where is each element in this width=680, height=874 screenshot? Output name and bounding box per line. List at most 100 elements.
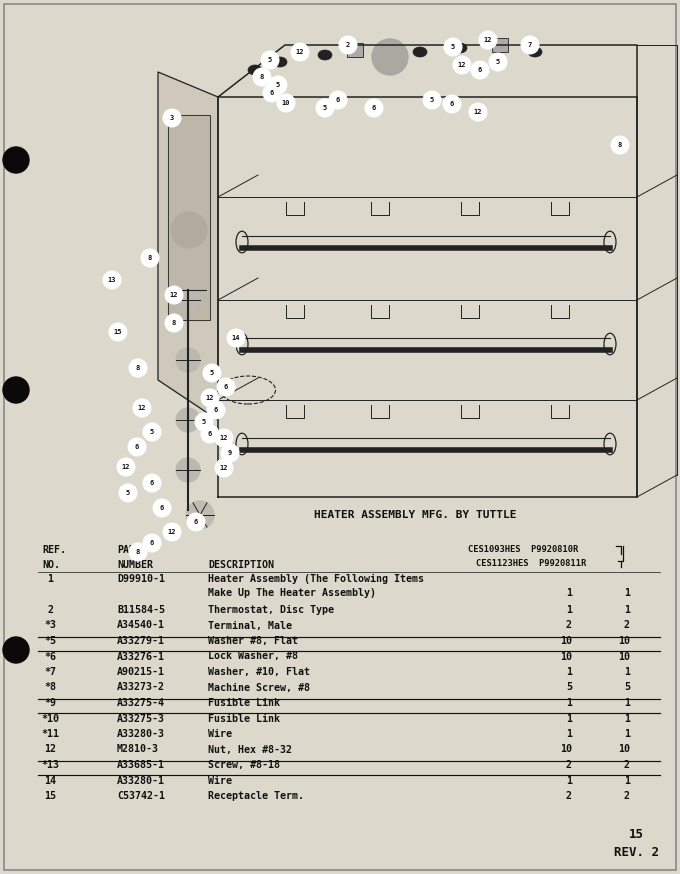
- Text: 12: 12: [122, 464, 131, 470]
- Text: 6: 6: [450, 101, 454, 107]
- Text: 13: 13: [107, 277, 116, 283]
- Circle shape: [489, 53, 507, 71]
- Text: 6: 6: [150, 480, 154, 486]
- Text: 10: 10: [618, 745, 630, 754]
- Text: 1: 1: [566, 605, 572, 615]
- Text: 5: 5: [126, 490, 130, 496]
- Text: 15: 15: [44, 791, 56, 801]
- Text: 10: 10: [560, 651, 572, 662]
- Text: 8: 8: [148, 255, 152, 261]
- Circle shape: [143, 474, 161, 492]
- Circle shape: [176, 458, 200, 482]
- Text: 10: 10: [618, 651, 630, 662]
- Circle shape: [316, 99, 334, 117]
- Text: *10: *10: [41, 713, 59, 724]
- Text: 8: 8: [136, 365, 140, 371]
- Circle shape: [103, 271, 121, 289]
- Circle shape: [165, 314, 183, 332]
- Text: 2: 2: [624, 621, 630, 630]
- Text: 12: 12: [296, 49, 304, 55]
- Text: 12: 12: [483, 37, 492, 43]
- Text: Nut, Hex #8-32: Nut, Hex #8-32: [208, 745, 292, 754]
- Circle shape: [269, 76, 287, 94]
- Circle shape: [201, 425, 219, 443]
- Text: 14: 14: [44, 775, 56, 786]
- Text: 10: 10: [560, 745, 572, 754]
- Text: Fusible Link: Fusible Link: [208, 713, 280, 724]
- Text: 6: 6: [478, 67, 482, 73]
- Text: 2: 2: [624, 760, 630, 770]
- Text: *13: *13: [41, 760, 59, 770]
- Text: Screw, #8-18: Screw, #8-18: [208, 760, 280, 770]
- Text: 2: 2: [566, 621, 572, 630]
- Text: REF.: REF.: [42, 545, 66, 555]
- Circle shape: [203, 364, 221, 382]
- Text: 1: 1: [624, 698, 630, 708]
- Text: Wire: Wire: [208, 729, 232, 739]
- Circle shape: [143, 534, 161, 552]
- Text: *9: *9: [44, 698, 56, 708]
- Circle shape: [221, 444, 239, 462]
- Text: 1: 1: [624, 729, 630, 739]
- Circle shape: [277, 94, 295, 112]
- FancyBboxPatch shape: [492, 38, 508, 52]
- FancyBboxPatch shape: [347, 43, 363, 57]
- Text: A33273-2: A33273-2: [117, 683, 165, 692]
- Text: 6: 6: [150, 540, 154, 546]
- Text: 6: 6: [336, 97, 340, 103]
- Text: 5: 5: [496, 59, 500, 65]
- Text: 9: 9: [228, 450, 232, 456]
- Text: 2: 2: [566, 791, 572, 801]
- Text: 2: 2: [624, 791, 630, 801]
- Text: Thermostat, Disc Type: Thermostat, Disc Type: [208, 605, 334, 615]
- Text: CES1123HES  P9920811R: CES1123HES P9920811R: [476, 559, 586, 568]
- Text: 12: 12: [220, 465, 228, 471]
- Circle shape: [187, 513, 205, 531]
- Text: *6: *6: [44, 651, 56, 662]
- Text: 10: 10: [618, 636, 630, 646]
- Text: 1: 1: [624, 667, 630, 677]
- Circle shape: [443, 95, 461, 113]
- Text: *8: *8: [44, 683, 56, 692]
- Text: Make Up The Heater Assembly): Make Up The Heater Assembly): [208, 587, 376, 598]
- Text: *11: *11: [41, 729, 59, 739]
- Ellipse shape: [318, 50, 332, 60]
- Text: 1: 1: [566, 775, 572, 786]
- Text: 6: 6: [160, 505, 164, 511]
- Circle shape: [453, 56, 471, 74]
- Text: 12: 12: [458, 62, 466, 68]
- Circle shape: [423, 91, 441, 109]
- Circle shape: [117, 458, 135, 476]
- Text: 15: 15: [114, 329, 122, 335]
- Text: Heater Assembly (The Following Items: Heater Assembly (The Following Items: [208, 574, 424, 584]
- Text: M2810-3: M2810-3: [117, 745, 159, 754]
- Circle shape: [165, 286, 183, 304]
- Ellipse shape: [413, 47, 427, 57]
- Text: 5: 5: [150, 429, 154, 435]
- Circle shape: [372, 39, 408, 75]
- Text: 7: 7: [528, 42, 532, 48]
- Text: 1: 1: [47, 574, 53, 584]
- Text: PART: PART: [117, 545, 141, 555]
- Polygon shape: [158, 72, 218, 420]
- Circle shape: [195, 413, 213, 431]
- Text: B11584-5: B11584-5: [117, 605, 165, 615]
- Text: 1: 1: [624, 775, 630, 786]
- Circle shape: [176, 408, 200, 432]
- Text: NUMBER: NUMBER: [117, 559, 153, 570]
- Text: 1: 1: [624, 587, 630, 598]
- Text: 5: 5: [451, 44, 455, 50]
- Circle shape: [215, 429, 233, 447]
- Text: 1: 1: [624, 713, 630, 724]
- Circle shape: [129, 359, 147, 377]
- Text: 12: 12: [220, 435, 228, 441]
- Text: 5: 5: [268, 57, 272, 63]
- Text: 5: 5: [624, 683, 630, 692]
- Text: Lock Washer, #8: Lock Washer, #8: [208, 651, 298, 662]
- Text: Washer, #10, Flat: Washer, #10, Flat: [208, 667, 310, 677]
- Text: A33275-3: A33275-3: [117, 713, 165, 724]
- Text: CES1093HES  P9920810R: CES1093HES P9920810R: [468, 545, 578, 554]
- Ellipse shape: [528, 47, 542, 57]
- Text: Machine Screw, #8: Machine Screw, #8: [208, 683, 310, 692]
- Text: 14: 14: [232, 335, 240, 341]
